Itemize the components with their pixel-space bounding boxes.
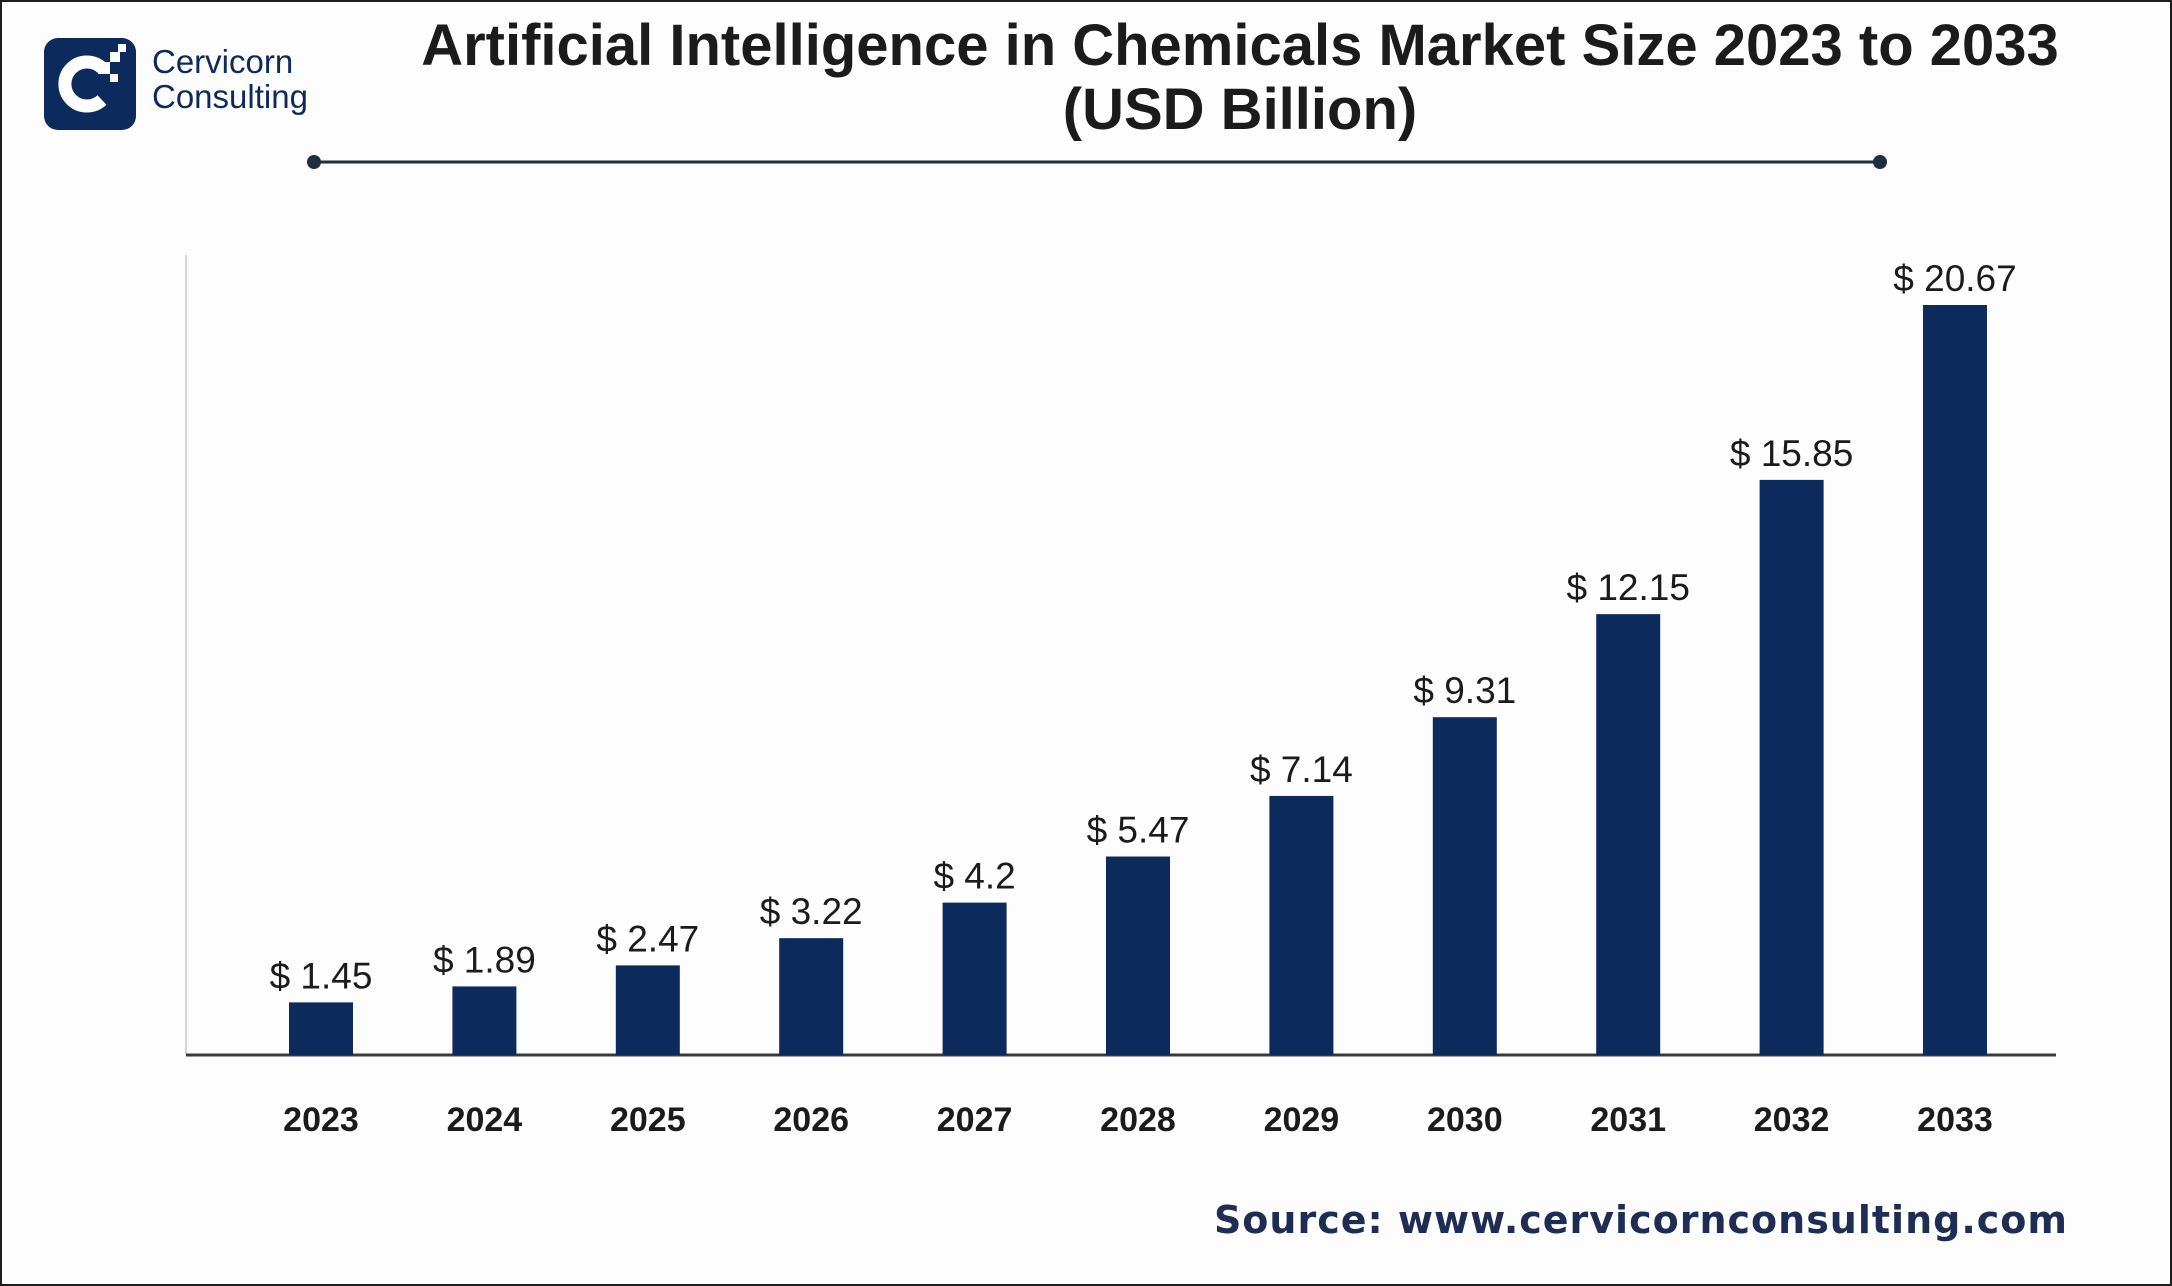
brand-name-line1: Cervicorn — [152, 43, 294, 80]
value-labels-group: $ 1.45 $ 1.89 $ 2.47 $ 3.22 $ 4.2 $ 5.47 $ 7.1… — [270, 258, 2017, 996]
source-note: Source: www.cervicornconsulting.com — [1213, 1198, 2068, 1242]
x-tick-label-2029: 2029 — [1264, 1101, 1340, 1139]
value-label-2026: $ 3.22 — [760, 891, 863, 932]
bar-2024 — [452, 986, 517, 1055]
x-tick-label-2030: 2030 — [1427, 1101, 1503, 1139]
chart-title-line2: (USD Billion) — [1062, 77, 1418, 142]
bar-2025 — [615, 965, 680, 1055]
value-label-2031: $ 12.15 — [1566, 567, 1689, 608]
logo-mark-icon — [44, 38, 136, 130]
value-label-2030: $ 9.31 — [1413, 670, 1516, 711]
value-label-2023: $ 1.45 — [270, 955, 373, 996]
value-label-2025: $ 2.47 — [596, 918, 699, 959]
bar-2026 — [779, 938, 844, 1055]
bar-2027 — [942, 902, 1007, 1055]
bar-2029 — [1269, 795, 1334, 1055]
x-tick-label-2026: 2026 — [773, 1101, 849, 1139]
x-tick-label-2027: 2027 — [937, 1101, 1013, 1139]
x-tick-label-2032: 2032 — [1754, 1101, 1830, 1139]
bars-group — [289, 305, 1987, 1056]
chart-title-line1: Artificial Intelligence in Chemicals Mar… — [421, 13, 2059, 78]
x-tick-label-2024: 2024 — [447, 1101, 523, 1139]
x-tick-label-2025: 2025 — [610, 1101, 686, 1139]
bar-2033 — [1923, 305, 1987, 1055]
title-divider — [307, 155, 1887, 169]
bar-2023 — [289, 1002, 353, 1055]
brand-name-line2: Consulting — [152, 78, 308, 115]
value-label-2029: $ 7.14 — [1250, 749, 1353, 790]
bar-2032 — [1759, 479, 1824, 1056]
brand-logo: Cervicorn Consulting — [44, 36, 364, 132]
x-tick-label-2028: 2028 — [1100, 1101, 1176, 1139]
chart-title: Artificial Intelligence in Chemicals Mar… — [360, 14, 2120, 142]
value-label-2024: $ 1.89 — [433, 939, 536, 980]
bar-2030 — [1432, 717, 1497, 1055]
x-tick-label-2023: 2023 — [283, 1101, 359, 1139]
value-label-2027: $ 4.2 — [933, 856, 1015, 897]
value-label-2033: $ 20.67 — [1893, 258, 2016, 299]
bar-2028 — [1106, 856, 1170, 1055]
x-tick-labels-group: 2023 2024 2025 2026 2027 2028 2029 2030 2031 2032… — [283, 1101, 1993, 1139]
value-label-2028: $ 5.47 — [1087, 810, 1190, 851]
brand-name: Cervicorn Consulting — [152, 44, 308, 114]
x-tick-label-2031: 2031 — [1590, 1101, 1666, 1139]
value-label-2032: $ 15.85 — [1730, 433, 1853, 474]
bar-2031 — [1596, 614, 1661, 1055]
x-tick-label-2033: 2033 — [1917, 1101, 1993, 1139]
